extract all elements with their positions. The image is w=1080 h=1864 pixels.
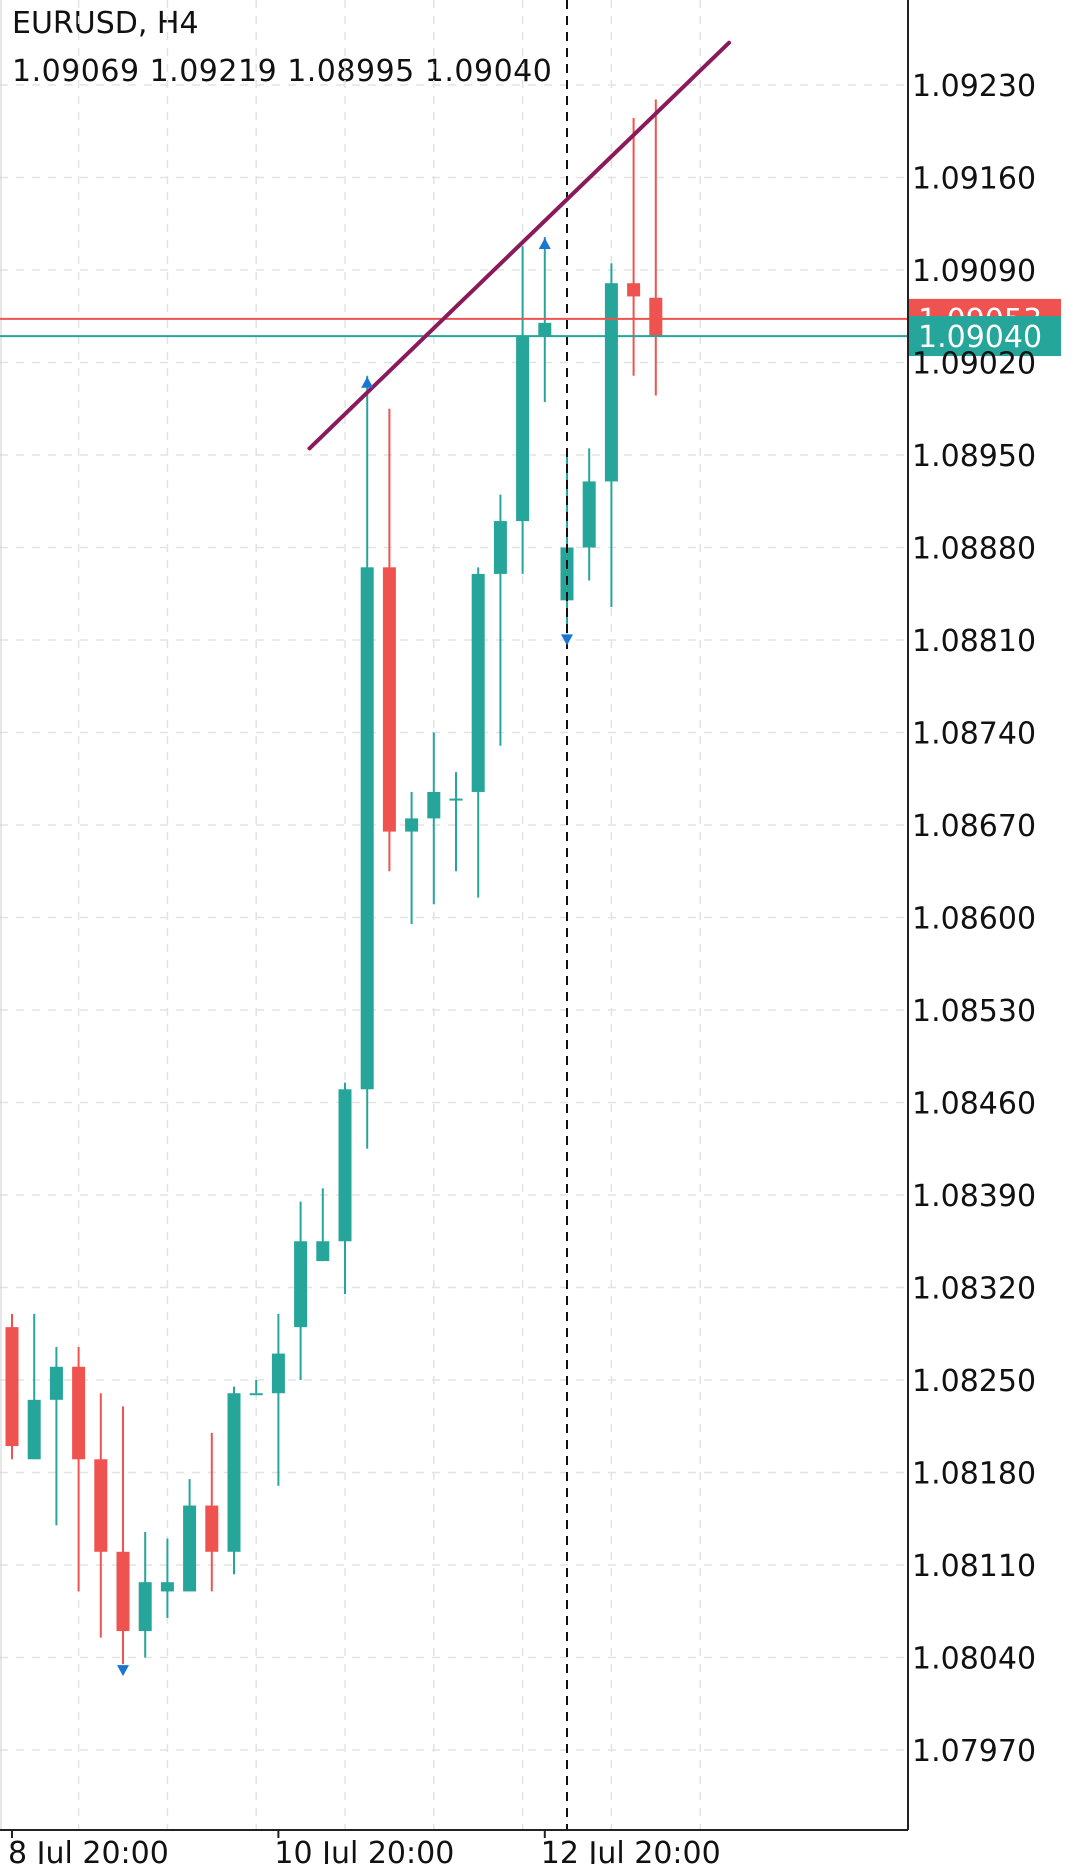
candle-body — [471, 573, 485, 792]
candle-body — [5, 1327, 19, 1447]
candle-body — [538, 322, 552, 337]
price-tick-label: 1.08460 — [912, 1087, 1036, 1122]
price-tick-label: 1.08880 — [912, 532, 1036, 567]
candle-body — [227, 1393, 241, 1552]
price-tick-label: 1.09020 — [912, 347, 1036, 382]
ohlc-readout: 1.09069 1.09219 1.08995 1.09040 — [12, 54, 553, 89]
candle — [627, 118, 641, 376]
candle-body — [516, 336, 530, 522]
candle — [205, 1432, 219, 1592]
price-line-label: 1.09040 — [918, 320, 1042, 355]
time-tick-label: 8 Jul 20:00 — [8, 1836, 169, 1864]
candle-body — [493, 521, 507, 574]
candle-body — [649, 297, 663, 337]
candle-body — [604, 283, 618, 482]
candle — [183, 1479, 197, 1592]
candle — [316, 1188, 330, 1262]
marker-up-triangle — [361, 376, 374, 388]
price-tick-label: 1.07970 — [912, 1734, 1036, 1769]
candle-body — [627, 283, 641, 297]
candles — [5, 99, 663, 1665]
overlays: 1.090531.09040 — [0, 0, 1061, 1830]
candle — [493, 494, 507, 746]
candle — [582, 448, 596, 581]
candle — [116, 1406, 130, 1665]
time-tick-label: 10 Jul 20:00 — [274, 1836, 454, 1864]
marker-down-triangle — [561, 634, 573, 646]
time-tick-label: 12 Jul 20:00 — [541, 1836, 721, 1864]
grid — [0, 0, 908, 1830]
candle — [604, 263, 618, 607]
candle-body — [249, 1393, 263, 1396]
candle — [449, 772, 463, 872]
candle-body — [271, 1353, 285, 1394]
candle-body — [560, 547, 574, 601]
candle — [382, 408, 396, 872]
candle-body — [183, 1505, 197, 1592]
candle-body — [382, 567, 396, 832]
price-tick-label: 1.08740 — [912, 717, 1036, 752]
candle — [27, 1313, 41, 1460]
candle — [360, 375, 374, 1149]
candle — [427, 732, 441, 905]
candle — [338, 1082, 352, 1295]
price-tick-label: 1.09230 — [912, 69, 1036, 104]
price-tick-label: 1.08810 — [912, 624, 1036, 659]
price-tick-label: 1.09160 — [912, 162, 1036, 197]
candle — [49, 1346, 63, 1526]
candle-body — [94, 1459, 108, 1552]
candle-body — [582, 481, 596, 548]
candle — [72, 1346, 86, 1592]
candle-body — [360, 567, 374, 1090]
candle — [160, 1538, 174, 1618]
candle — [516, 246, 530, 574]
price-tick-label: 1.09090 — [912, 254, 1036, 289]
candle-body — [160, 1582, 174, 1592]
price-line-label-bg — [909, 316, 1061, 357]
candle-body — [405, 818, 419, 832]
price-axis[interactable]: 1.09230 1.09160 1.09090 1.09020 1.08950 1.088… — [907, 0, 1036, 1830]
candle-body — [49, 1366, 63, 1400]
candle — [138, 1531, 152, 1658]
candle — [271, 1313, 285, 1486]
candle-body — [294, 1241, 308, 1328]
trendline — [307, 40, 732, 451]
price-tick-label: 1.08040 — [912, 1642, 1036, 1677]
candle-body — [316, 1241, 330, 1262]
price-tick-label: 1.08250 — [912, 1364, 1036, 1399]
candle-body — [27, 1399, 41, 1460]
price-tick-label: 1.08180 — [912, 1457, 1036, 1492]
candle-body — [427, 791, 441, 819]
candle — [294, 1201, 308, 1380]
price-tick-label: 1.08390 — [912, 1179, 1036, 1214]
candle — [94, 1393, 108, 1638]
candle-body — [338, 1089, 352, 1242]
candle — [249, 1380, 263, 1396]
candle-body — [449, 798, 463, 801]
time-axis[interactable]: 8 Jul 20:00 10 Jul 20:00 12 Jul 20:00 — [0, 1829, 908, 1864]
candle-body — [138, 1582, 152, 1632]
candle — [227, 1386, 241, 1575]
candle-body — [116, 1551, 130, 1632]
price-tick-label: 1.08600 — [912, 902, 1036, 937]
marker-down-triangle — [117, 1665, 129, 1677]
price-tick-label: 1.08530 — [912, 994, 1036, 1029]
candle — [405, 791, 419, 925]
price-tick-label: 1.08320 — [912, 1272, 1036, 1307]
candle — [649, 99, 663, 396]
marker-up-triangle — [538, 237, 551, 249]
candle — [471, 567, 485, 898]
price-tick-label: 1.08670 — [912, 809, 1036, 844]
price-tick-label: 1.08950 — [912, 439, 1036, 474]
candle-body — [205, 1505, 219, 1552]
candle-body — [72, 1366, 86, 1460]
price-tick-label: 1.08110 — [912, 1549, 1036, 1584]
candle — [5, 1313, 19, 1460]
